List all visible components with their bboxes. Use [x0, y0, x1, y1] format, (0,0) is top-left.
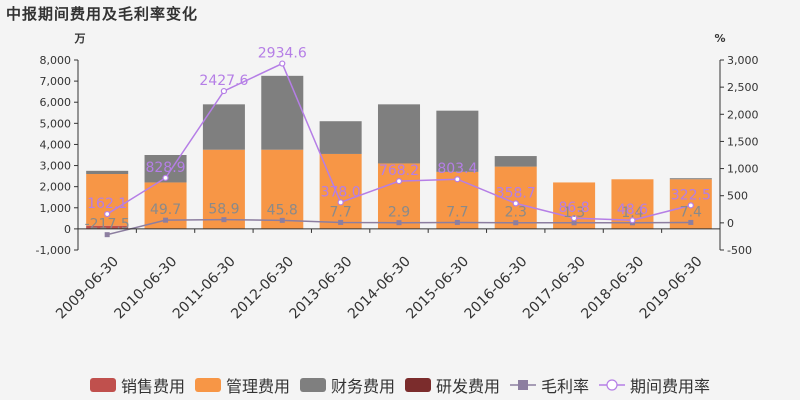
- point-毛利率: [571, 220, 577, 226]
- point-毛利率: [163, 217, 169, 223]
- bar-管理费用: [319, 153, 362, 229]
- chart-title: 中报期间费用及毛利率变化: [6, 5, 199, 23]
- point-期间费用率: [162, 174, 169, 181]
- data-label-毛利率: 1.4: [621, 205, 643, 221]
- left-axis-tick-label: 5,000: [40, 117, 72, 130]
- left-axis-tick-label: 8,000: [40, 54, 72, 67]
- data-label-期间费用率: 322.5: [671, 187, 711, 203]
- legend-swatch: [89, 378, 116, 392]
- right-axis-unit: %: [714, 32, 725, 45]
- right-axis-tick-label: 500: [727, 190, 748, 203]
- bar-财务费用: [86, 170, 129, 174]
- left-axis-tick-label: 3,000: [40, 160, 72, 173]
- point-毛利率: [279, 217, 285, 223]
- data-label-期间费用率: 828.9: [145, 160, 185, 176]
- point-期间费用率: [220, 87, 228, 95]
- legend-item[interactable]: 研发费用: [405, 373, 500, 397]
- point-毛利率: [338, 219, 344, 225]
- data-label-毛利率: -217.5: [85, 217, 130, 233]
- bar-管理费用: [202, 149, 245, 229]
- left-axis-tick-label: -1,000: [36, 244, 71, 257]
- data-label-期间费用率: 378.0: [321, 184, 361, 200]
- data-label-期间费用率: 803.4: [437, 161, 477, 177]
- right-axis-tick-label: 2,000: [727, 108, 759, 121]
- data-label-期间费用率: 358.7: [496, 185, 536, 201]
- data-label-期间费用率: 768.2: [379, 163, 419, 179]
- right-axis-tick-label: 3,000: [727, 54, 759, 67]
- point-期间费用率: [279, 60, 286, 67]
- point-毛利率: [688, 219, 694, 225]
- data-label-毛利率: 45.8: [267, 202, 298, 218]
- left-axis-tick-label: 4,000: [40, 138, 72, 151]
- data-label-毛利率: 49.7: [150, 202, 181, 218]
- left-axis-tick-label: 7,000: [40, 75, 72, 88]
- left-axis-tick-label: 6,000: [40, 96, 72, 109]
- legend-item[interactable]: 期间费用率: [599, 373, 710, 397]
- data-label-期间费用率: 2427.6: [199, 73, 248, 89]
- right-axis-tick-label: -500: [727, 244, 752, 257]
- right-axis-tick-label: 0: [727, 217, 734, 230]
- point-毛利率: [396, 220, 402, 226]
- right-axis-tick-label: 2,500: [727, 81, 759, 94]
- data-label-毛利率: 7.4: [680, 204, 702, 220]
- bar-财务费用: [202, 104, 245, 150]
- bar-销售费用: [86, 225, 129, 229]
- legend-item[interactable]: 财务费用: [299, 373, 395, 397]
- data-label-期间费用率: 86.8: [559, 200, 590, 216]
- legend-item[interactable]: 销售费用: [89, 373, 185, 397]
- left-axis-tick-label: 2,000: [40, 181, 72, 194]
- data-label-期间费用率: 2934.6: [258, 46, 307, 62]
- data-label-毛利率: 2.3: [505, 205, 527, 221]
- legend-label: 财务费用: [330, 377, 395, 396]
- data-label-毛利率: 58.9: [208, 202, 239, 218]
- point-毛利率: [104, 232, 110, 238]
- bar-管理费用: [261, 149, 304, 229]
- point-期间费用率: [687, 202, 694, 209]
- point-期间费用率: [629, 217, 636, 224]
- legend-label: 管理费用: [225, 377, 290, 396]
- legend-swatch: [405, 378, 431, 392]
- bar-财务费用: [377, 104, 421, 164]
- point-期间费用率: [395, 178, 403, 185]
- left-axis-unit: 万: [74, 32, 86, 45]
- legend-line-marker: [599, 379, 626, 391]
- right-axis-tick-label: 1,000: [727, 163, 759, 176]
- legend-item[interactable]: 毛利率: [510, 373, 589, 397]
- bar-财务费用: [319, 121, 362, 154]
- legend-label: 毛利率: [541, 377, 590, 396]
- legend-swatch: [194, 378, 221, 392]
- data-label-毛利率: 2.9: [388, 205, 410, 221]
- bar-管理费用: [377, 163, 421, 229]
- legend-label: 研发费用: [436, 377, 501, 396]
- point-毛利率: [454, 219, 460, 225]
- point-期间费用率: [512, 200, 519, 207]
- legend-line-marker: [510, 380, 537, 390]
- legend-swatch: [299, 378, 326, 392]
- bar-财务费用: [436, 110, 479, 172]
- left-axis-tick-label: 1,000: [40, 202, 72, 215]
- bar-财务费用: [494, 156, 537, 167]
- data-label-期间费用率: 162.1: [87, 196, 127, 212]
- legend-label: 期间费用率: [630, 377, 711, 396]
- legend: 销售费用 管理费用 财务费用 研发费用 毛利率 期间费用率: [0, 374, 800, 396]
- legend-item[interactable]: 管理费用: [194, 373, 290, 397]
- point-期间费用率: [104, 210, 111, 218]
- bar-财务费用: [669, 178, 712, 180]
- data-label-期间费用率: 48.6: [617, 202, 648, 218]
- right-axis-tick-label: 1,500: [727, 135, 759, 148]
- data-label-毛利率: 7.7: [446, 204, 468, 220]
- data-label-毛利率: 1.3: [563, 205, 585, 221]
- bar-财务费用: [261, 75, 304, 150]
- point-期间费用率: [337, 199, 344, 206]
- data-label-毛利率: 7.7: [330, 204, 352, 220]
- legend-label: 销售费用: [120, 377, 185, 396]
- left-axis-tick-label: 0: [64, 223, 71, 236]
- point-毛利率: [513, 220, 519, 226]
- x-axis-tick-label: 2019-06-30: [637, 254, 706, 323]
- point-毛利率: [221, 217, 227, 223]
- point-期间费用率: [570, 215, 578, 222]
- point-期间费用率: [454, 176, 461, 183]
